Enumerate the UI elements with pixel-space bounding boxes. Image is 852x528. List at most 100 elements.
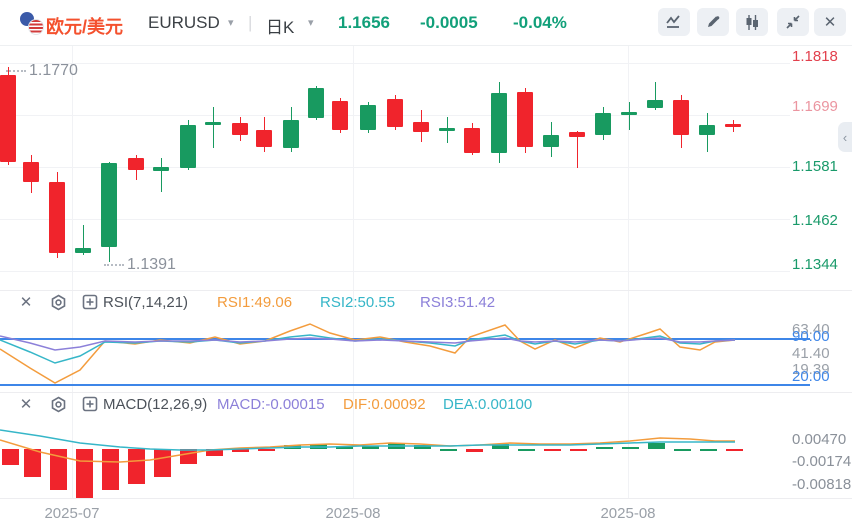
- macd-bar: [2, 449, 19, 465]
- macd-bar: [622, 447, 639, 449]
- collapse-button[interactable]: [777, 8, 809, 36]
- header-divider: |: [248, 13, 253, 32]
- candle-body: [283, 120, 299, 148]
- rsi2-value: RSI2:50.55: [320, 294, 396, 311]
- candle-body: [595, 113, 611, 135]
- macd-bar: [232, 449, 249, 452]
- axis-label: -0.00818: [792, 476, 852, 493]
- indicator-icon: [666, 15, 680, 28]
- plus-square-icon: [82, 396, 98, 412]
- candle-body: [387, 99, 403, 127]
- rsi-add-icon[interactable]: [80, 292, 100, 312]
- candle-body: [256, 130, 272, 147]
- rsi3-value: RSI3:51.42: [420, 294, 496, 311]
- macd-bar: [700, 449, 717, 451]
- macd-bar: [726, 449, 743, 451]
- axis-label: 19.39: [792, 361, 830, 378]
- pair-selector[interactable]: EURUSD: [148, 13, 220, 32]
- time-axis-label: 2025-07: [44, 505, 100, 522]
- axis-label: 63.40: [792, 321, 830, 338]
- draw-button[interactable]: [697, 8, 729, 36]
- dotted-leader: [104, 263, 124, 266]
- macd-bar: [258, 449, 275, 451]
- chevron-left-icon: ‹: [842, 129, 848, 145]
- candle-body: [360, 105, 376, 130]
- gear-icon: [51, 294, 65, 310]
- high-annotation-value: 1.1770: [29, 62, 78, 79]
- candle-body: [569, 132, 585, 137]
- candle-body: [49, 182, 65, 253]
- gridline-v: [72, 45, 73, 498]
- candle-body: [439, 128, 455, 131]
- rsi-level-line: [0, 384, 810, 386]
- candle-wick: [654, 82, 656, 110]
- candle-body: [673, 100, 689, 135]
- candle-body: [232, 123, 248, 135]
- macd-bar: [570, 449, 587, 451]
- gridline-h: [0, 63, 790, 64]
- rsi-settings-icon[interactable]: [48, 292, 68, 312]
- last-price: 1.1656: [338, 13, 390, 32]
- macd-title: MACD(12,26,9): [103, 396, 208, 413]
- candle-body: [23, 162, 39, 182]
- macd-close-icon[interactable]: ✕: [19, 396, 33, 413]
- candle-body: [543, 135, 559, 147]
- macd-bar: [128, 449, 145, 484]
- axis-collapse-chevron[interactable]: ‹: [838, 122, 852, 152]
- chevron-down-icon[interactable]: ▾: [308, 17, 314, 29]
- indicator-button[interactable]: [658, 8, 690, 36]
- candle-body: [332, 101, 348, 130]
- axis-label: 1.1462: [792, 212, 838, 229]
- candle-wick: [82, 225, 84, 255]
- rsi-close-icon[interactable]: ✕: [19, 294, 33, 311]
- macd-value: MACD:-0.00015: [217, 396, 325, 413]
- axis-label: 0.00470: [792, 431, 847, 448]
- macd-bar: [362, 446, 379, 449]
- candle-body: [205, 122, 221, 125]
- time-axis-label: 2025-08: [600, 505, 656, 522]
- pane-separator: [0, 290, 852, 291]
- candle-body: [75, 248, 91, 253]
- candle-body: [699, 125, 715, 135]
- macd-bar: [76, 449, 93, 498]
- macd-bar: [102, 449, 119, 490]
- line-RSI1: [0, 323, 736, 384]
- candle-body: [0, 75, 16, 162]
- macd-bar: [518, 449, 535, 451]
- low-annotation: 1.1391: [104, 256, 176, 274]
- candle-body: [647, 100, 663, 108]
- rsi-title: RSI(7,14,21): [103, 294, 189, 311]
- candle-body: [725, 124, 741, 127]
- axis-label: 1.1699: [792, 98, 838, 115]
- candle-body: [180, 125, 196, 168]
- macd-bar: [154, 449, 171, 477]
- pane-separator: [0, 498, 852, 499]
- axis-label: -0.00174: [792, 453, 852, 470]
- rsi-level-line: [0, 338, 810, 340]
- pencil-icon: [708, 16, 720, 27]
- macd-bar: [24, 449, 41, 477]
- macd-add-icon[interactable]: [80, 394, 100, 414]
- macd-bar: [50, 449, 67, 490]
- macd-bar: [180, 449, 197, 464]
- macd-settings-icon[interactable]: [48, 394, 68, 414]
- chart-style-button[interactable]: [736, 8, 768, 36]
- candle-body: [464, 128, 480, 153]
- macd-bar: [466, 449, 483, 452]
- candle-wick: [628, 102, 630, 130]
- gear-icon: [51, 396, 65, 412]
- axis-label: 1.1344: [792, 256, 838, 273]
- macd-bar: [596, 447, 613, 449]
- macd-bar: [674, 449, 691, 451]
- low-annotation-value: 1.1391: [127, 256, 176, 273]
- timeframe-selector[interactable]: 日K: [266, 18, 295, 37]
- price-change-percent: -0.04%: [513, 13, 567, 32]
- plus-square-icon: [82, 294, 98, 310]
- price-change: -0.0005: [420, 13, 478, 32]
- candle-wick: [212, 107, 214, 148]
- close-button[interactable]: ✕: [814, 8, 846, 36]
- macd-bar: [388, 443, 405, 449]
- macd-bar: [544, 449, 561, 451]
- chevron-down-icon[interactable]: ▾: [228, 17, 234, 29]
